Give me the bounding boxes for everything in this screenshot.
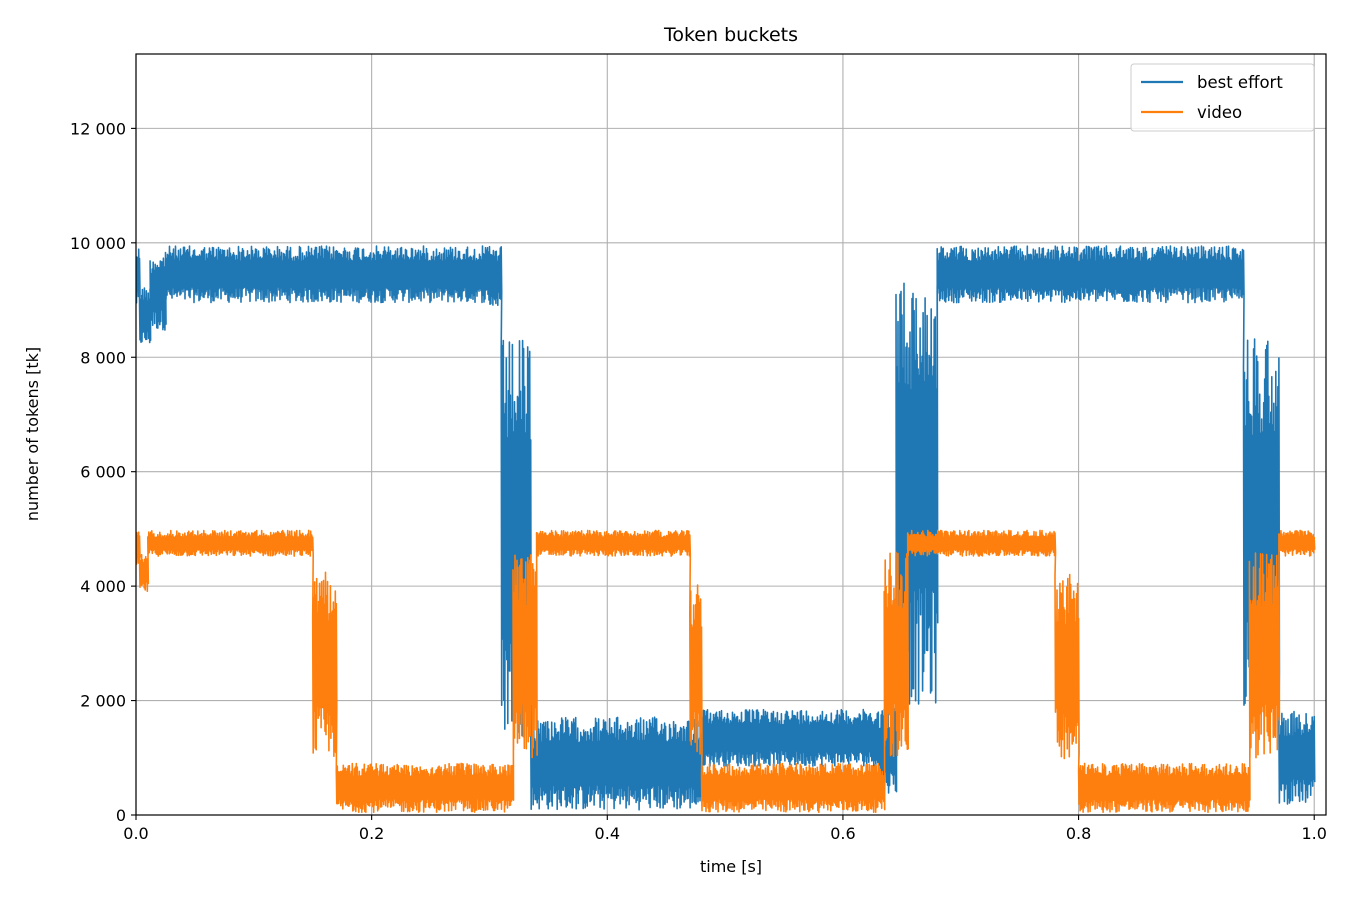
legend-label-video: video (1197, 103, 1242, 122)
plot-area (136, 245, 1316, 814)
legend-box (1130, 63, 1315, 132)
x-axis-label: time [s] (700, 857, 762, 876)
y-axis-label: number of tokens [tk] (23, 347, 42, 521)
legend: best effort video (1130, 63, 1315, 132)
x-tick-label: 0.0 (123, 824, 148, 843)
y-tick-label: 2 000 (80, 692, 126, 711)
y-tick-label: 10 000 (70, 234, 126, 253)
chart-title: Token buckets (663, 24, 798, 46)
axis-ticks: 0.0 0.2 0.4 0.6 0.8 1.0 0 2 000 4 000 6 000 8 000 1… (70, 119, 1327, 843)
y-tick-label: 6 000 (80, 463, 126, 482)
series-line-video (136, 529, 1316, 814)
series-line-best-effort (136, 245, 1316, 811)
axes-frame (135, 53, 1327, 816)
x-tick-label: 0.2 (359, 824, 384, 843)
x-tick-label: 0.8 (1066, 824, 1091, 843)
x-tick-label: 1.0 (1301, 824, 1326, 843)
y-tick-label: 0 (116, 806, 126, 825)
y-tick-label: 8 000 (80, 348, 126, 367)
x-tick-label: 0.6 (830, 824, 855, 843)
x-tick-label: 0.4 (595, 824, 620, 843)
legend-label-best-effort: best effort (1197, 73, 1283, 92)
y-tick-label: 4 000 (80, 577, 126, 596)
y-tick-label: 12 000 (70, 119, 126, 138)
